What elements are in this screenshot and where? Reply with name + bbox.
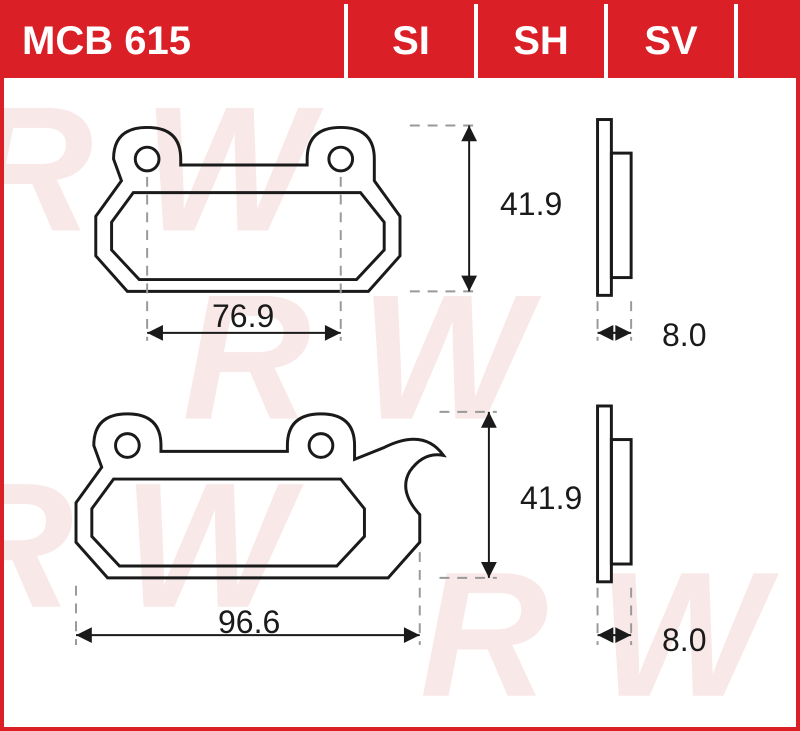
product-frame: MCB 615 SI SH SV R W R W R W R W: [0, 0, 800, 731]
code-sv: SV: [644, 19, 697, 64]
dim-top-width-label: 76.9: [212, 298, 274, 335]
dim-top-height: [410, 125, 477, 291]
dim-bot-width-label: 96.6: [218, 604, 280, 641]
dim-bot-thick-label: 8.0: [662, 622, 706, 659]
bottom-pad-front: [76, 414, 443, 578]
dim-bot-height-label: 41.9: [520, 480, 582, 517]
dim-bottom-height: [440, 412, 497, 578]
dim-top-thick-label: 8.0: [662, 317, 706, 354]
model-cell: MCB 615: [4, 4, 348, 78]
dim-top-thick: [598, 301, 632, 341]
header-spacer: [738, 4, 796, 78]
diagram-area: R W R W R W R W: [4, 82, 796, 727]
header-bar: MCB 615 SI SH SV: [4, 4, 796, 78]
code-cell-si: SI: [348, 4, 478, 78]
code-cell-sv: SV: [608, 4, 738, 78]
top-pad-front: [96, 127, 400, 291]
code-si: SI: [392, 19, 430, 64]
dim-bottom-thick: [598, 588, 632, 645]
code-sh: SH: [513, 19, 569, 64]
model-label: MCB 615: [22, 19, 191, 64]
dim-top-height-label: 41.9: [500, 186, 562, 223]
bottom-pad-side: [598, 406, 632, 582]
top-pad-side: [598, 120, 632, 296]
code-cell-sh: SH: [478, 4, 608, 78]
